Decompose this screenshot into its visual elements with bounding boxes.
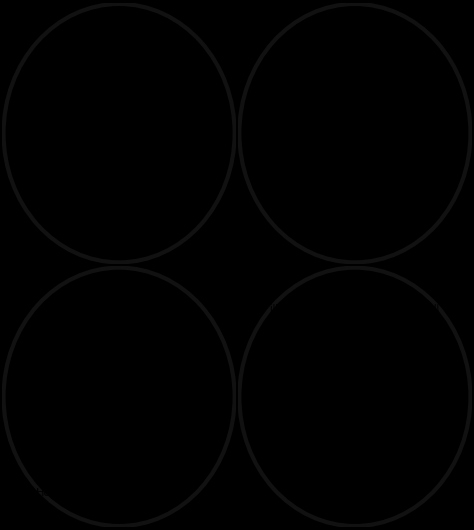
Text: TI: TI [85, 43, 97, 56]
Text: H&E,10X: H&E,10X [36, 489, 85, 498]
Text: H&E,40X: H&E,40X [354, 225, 403, 235]
Text: H&E,4X: H&E,4X [152, 207, 194, 216]
Text: Giant
cells
in TI: Giant cells in TI [166, 380, 194, 413]
Text: TM: TM [110, 113, 128, 127]
PathPatch shape [2, 266, 236, 527]
PathPatch shape [238, 3, 472, 264]
PathPatch shape [2, 3, 236, 264]
Text: TA: TA [46, 213, 61, 226]
Text: ill formed granuloma with giant cell: ill formed granuloma with giant cell [270, 304, 439, 313]
PathPatch shape [238, 266, 472, 527]
Text: Monckeberg's medial calcific
sclerosis: Monckeberg's medial calcific sclerosis [284, 44, 435, 66]
Text: H&E,40X: H&E,40X [349, 491, 398, 501]
